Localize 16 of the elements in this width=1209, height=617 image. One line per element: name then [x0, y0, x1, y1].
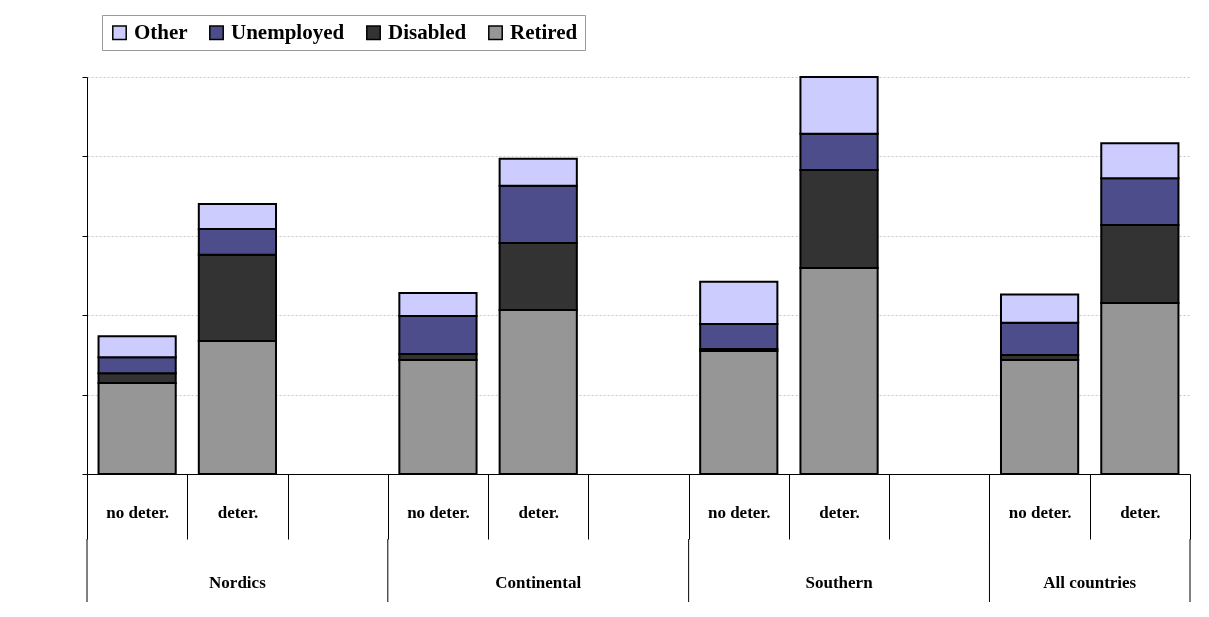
legend-label: Retired	[510, 19, 578, 44]
legend-label: Disabled	[388, 19, 467, 44]
x-tick-label: deter.	[1120, 502, 1161, 522]
x-tick-label: no deter.	[1008, 502, 1072, 522]
legend-label: Unemployed	[231, 19, 345, 44]
x-tick-label: deter.	[819, 502, 860, 522]
legend-label: Other	[134, 19, 188, 44]
text: All countries	[1043, 573, 1137, 592]
x-tick-label: no deter.	[707, 502, 771, 522]
x-tick-label: no deter.	[106, 502, 169, 522]
text: Nordics	[209, 573, 267, 592]
text: Continental	[495, 573, 582, 592]
text: Southern	[805, 573, 874, 592]
x-tick-label: deter.	[518, 502, 559, 522]
x-tick-label: no deter.	[407, 502, 470, 522]
x-tick-label: deter.	[217, 502, 259, 522]
